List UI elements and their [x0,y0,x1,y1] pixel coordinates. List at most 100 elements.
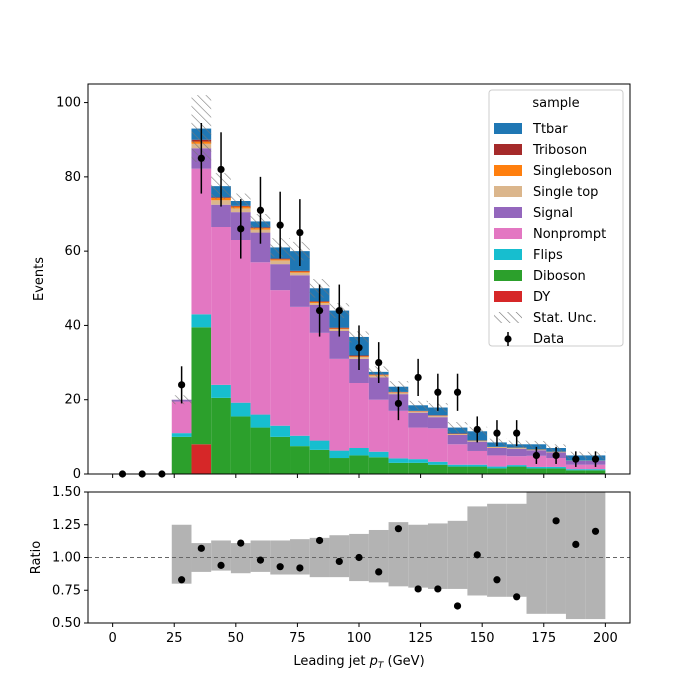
bar-flips [349,448,369,456]
ratio-point [572,540,580,549]
ratio-unc-band [368,529,389,583]
ratio-unc-band [388,522,409,587]
legend-label-triboson: Triboson [532,143,587,158]
ratio-point [414,585,422,593]
bar-flips [506,465,527,467]
main-plot-panel: 0 20 40 60 80 100 Events [32,83,631,482]
x-tick-label: 100 [347,631,372,646]
bar-diboson [526,468,547,474]
bar-diboson [487,468,507,474]
data-point [552,451,560,460]
ratio-point [256,556,265,564]
data-point [217,165,225,174]
bar-diboson [565,470,586,474]
legend-label-singleboson: Singleboson [533,164,612,179]
data-point [532,451,540,460]
bar-flips [290,435,310,447]
bar-flips [171,433,192,437]
ratio-point [276,563,284,571]
legend-label-nonprompt: Nonprompt [533,227,606,242]
data-point [178,381,186,389]
data-point [453,388,462,396]
legend-swatch-stat-unc [494,312,522,323]
bar-flips [230,402,251,417]
bar-diboson [427,464,448,474]
bar-diboson [506,466,527,474]
bar-signal [329,331,350,359]
bar-diboson [250,427,271,474]
bar-single-top [408,411,428,413]
legend-label-diboson: Diboson [533,269,586,284]
legend-label-stat-unc: Stat. Unc. [533,311,597,326]
y-tick-label: 80 [64,170,81,185]
legend: sample Ttbar Triboson Singleboson Single top… [488,89,624,347]
x-tick-label: 200 [593,631,618,646]
bar-flips [250,414,271,428]
bar-signal [290,275,310,307]
stat-unc-band [447,422,468,434]
bar-signal [487,448,507,456]
bar-single-top [290,272,310,276]
ratio-point [375,568,383,576]
bar-nonprompt [250,262,271,415]
ratio-unc-band [427,523,448,589]
bar-nonprompt [171,401,192,434]
ratio-unc-band [585,492,606,620]
bar-nonprompt [467,450,488,465]
bar-flips [585,469,606,471]
bar-nonprompt [368,399,389,452]
bar-signal [349,358,369,383]
ratio-unc-band [329,535,350,578]
ratio-point [296,564,304,572]
bar-nonprompt [191,168,212,315]
y-tick-label: 100 [56,96,81,111]
bar-nonprompt [427,428,448,462]
legend-label-data: Data [533,332,564,347]
bar-flips [427,461,448,465]
y-axis-label: Events [32,257,47,301]
data-point [591,455,600,463]
data-point [355,344,363,352]
x-tick-label: 75 [289,631,306,646]
bar-flips [546,466,566,469]
bar-flips [388,458,409,463]
legend-label-signal: Signal [533,206,573,221]
bar-nonprompt [408,427,428,460]
bar-single-top [427,416,448,418]
legend-swatch-nonprompt [494,228,522,239]
data-point [572,455,580,463]
data-point [375,358,383,367]
legend-title: sample [532,96,579,111]
bar-diboson [546,468,566,474]
legend-swatch-singleboson [494,165,522,176]
ratio-point [178,576,186,584]
x-tick-label: 150 [470,631,495,646]
x-axis-label: Leading jet pT (GeV) [293,654,424,671]
x-tick-label: 125 [408,631,433,646]
y-tick-label: 0 [73,467,81,482]
bar-diboson [447,466,468,474]
ratio-unc-band [487,503,507,597]
legend-swatch-dy [494,291,522,302]
ratio-point [315,536,324,545]
bar-nonprompt [349,383,369,448]
legend-label-flips: Flips [533,248,563,263]
bar-diboson [329,458,350,474]
ratio-y-tick-label: 1.00 [52,551,81,566]
ratio-point [355,553,363,562]
bar-flips [309,440,330,450]
data-point [335,306,343,315]
x-tick-label: 50 [228,631,245,646]
ratio-point [493,576,501,584]
bar-single-top [447,434,468,435]
x-tick-label: 0 [108,631,116,646]
legend-swatch-single-top [494,186,522,197]
ratio-point [394,525,403,533]
ratio-y-tick-label: 1.50 [52,485,81,500]
ratio-unc-band [211,540,231,571]
ratio-unc-band [506,503,527,597]
ratio-point [197,544,205,552]
legend-swatch-ttbar [494,123,522,134]
bar-flips [329,450,350,459]
